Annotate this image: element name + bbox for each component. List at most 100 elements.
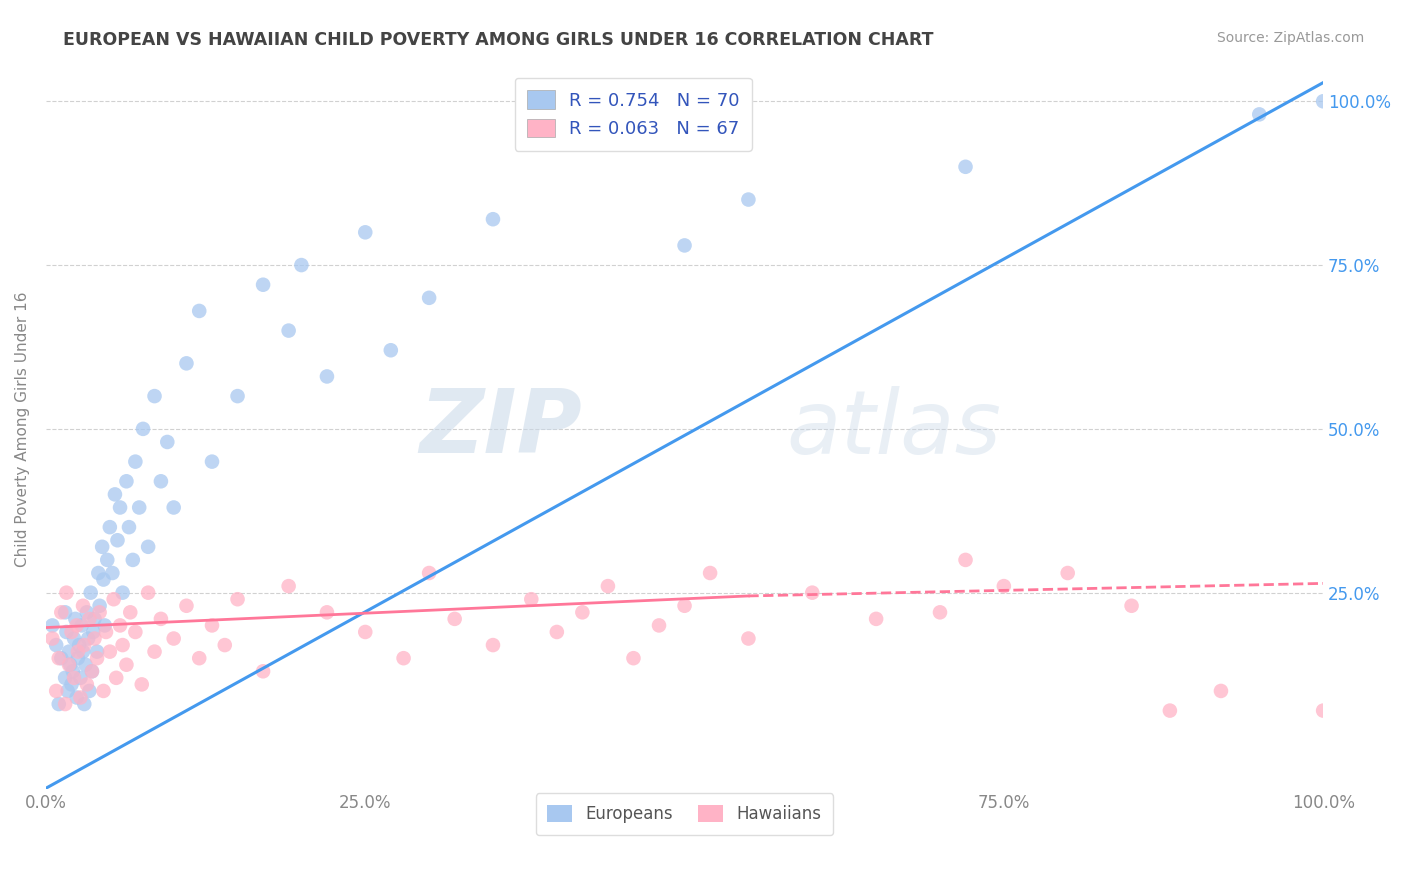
Point <box>699 566 721 580</box>
Y-axis label: Child Poverty Among Girls Under 16: Child Poverty Among Girls Under 16 <box>15 291 30 566</box>
Point <box>316 369 339 384</box>
Point <box>929 605 952 619</box>
Point <box>252 277 274 292</box>
Point <box>63 671 86 685</box>
Text: EUROPEAN VS HAWAIIAN CHILD POVERTY AMONG GIRLS UNDER 16 CORRELATION CHART: EUROPEAN VS HAWAIIAN CHILD POVERTY AMONG… <box>63 31 934 49</box>
Point <box>65 612 87 626</box>
Point <box>45 638 67 652</box>
Point <box>63 632 86 646</box>
Point <box>865 612 887 626</box>
Point <box>80 665 103 679</box>
Point <box>546 624 568 639</box>
Text: ZIP: ZIP <box>419 385 582 473</box>
Point <box>955 553 977 567</box>
Point <box>118 520 141 534</box>
Point <box>55 585 77 599</box>
Point <box>143 389 166 403</box>
Point <box>82 624 104 639</box>
Point <box>520 592 543 607</box>
Point <box>111 585 134 599</box>
Point <box>131 677 153 691</box>
Point <box>252 665 274 679</box>
Point <box>48 651 70 665</box>
Point <box>72 599 94 613</box>
Point <box>80 665 103 679</box>
Point <box>107 533 129 548</box>
Point <box>93 684 115 698</box>
Point <box>41 632 63 646</box>
Point <box>277 579 299 593</box>
Point <box>76 605 98 619</box>
Point <box>482 638 505 652</box>
Point <box>66 651 89 665</box>
Point <box>53 605 76 619</box>
Point <box>354 624 377 639</box>
Point <box>290 258 312 272</box>
Text: atlas: atlas <box>787 386 1001 472</box>
Point <box>124 455 146 469</box>
Point <box>83 632 105 646</box>
Point <box>201 455 224 469</box>
Point <box>89 605 111 619</box>
Point <box>156 434 179 449</box>
Point <box>1121 599 1143 613</box>
Point <box>51 605 73 619</box>
Point <box>801 585 824 599</box>
Point <box>111 638 134 652</box>
Point <box>60 624 83 639</box>
Point <box>53 697 76 711</box>
Point <box>58 645 80 659</box>
Point <box>418 291 440 305</box>
Point <box>121 553 143 567</box>
Point <box>91 540 114 554</box>
Point <box>73 638 96 652</box>
Point <box>94 624 117 639</box>
Point <box>136 540 159 554</box>
Point <box>277 324 299 338</box>
Point <box>93 573 115 587</box>
Point <box>58 657 80 672</box>
Point <box>86 645 108 659</box>
Point <box>45 684 67 698</box>
Point <box>98 520 121 534</box>
Point <box>623 651 645 665</box>
Point <box>60 677 83 691</box>
Point <box>101 566 124 580</box>
Point <box>55 624 77 639</box>
Point <box>132 422 155 436</box>
Point <box>354 225 377 239</box>
Point <box>62 665 84 679</box>
Point <box>108 500 131 515</box>
Point <box>482 212 505 227</box>
Point <box>176 599 198 613</box>
Point <box>75 657 97 672</box>
Point <box>124 624 146 639</box>
Point <box>143 645 166 659</box>
Point <box>115 475 138 489</box>
Point <box>120 605 142 619</box>
Point <box>673 238 696 252</box>
Point <box>105 671 128 685</box>
Point <box>737 632 759 646</box>
Point <box>737 193 759 207</box>
Point <box>392 651 415 665</box>
Text: Source: ZipAtlas.com: Source: ZipAtlas.com <box>1216 31 1364 45</box>
Point <box>108 618 131 632</box>
Point <box>76 677 98 691</box>
Point <box>443 612 465 626</box>
Point <box>648 618 671 632</box>
Point <box>104 487 127 501</box>
Point <box>1312 704 1334 718</box>
Point <box>149 612 172 626</box>
Point <box>66 645 89 659</box>
Point <box>176 356 198 370</box>
Point <box>48 697 70 711</box>
Point <box>77 632 100 646</box>
Point <box>955 160 977 174</box>
Point <box>96 553 118 567</box>
Point <box>56 684 79 698</box>
Point <box>188 304 211 318</box>
Point <box>70 618 93 632</box>
Point <box>67 638 90 652</box>
Point <box>51 651 73 665</box>
